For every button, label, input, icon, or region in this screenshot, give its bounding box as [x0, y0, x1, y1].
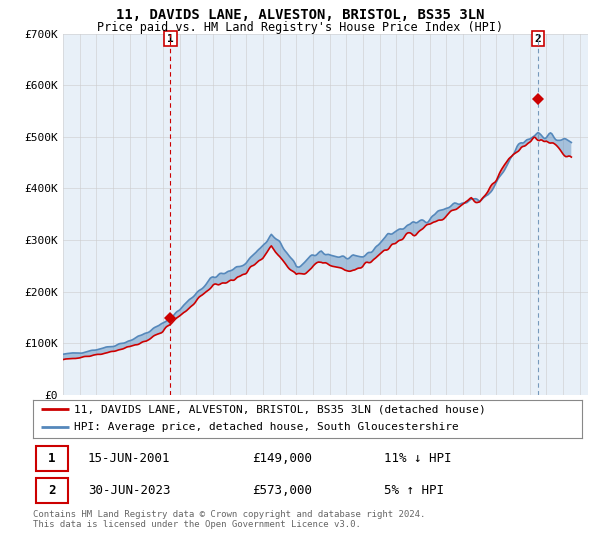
Text: 11, DAVIDS LANE, ALVESTON, BRISTOL, BS35 3LN (detached house): 11, DAVIDS LANE, ALVESTON, BRISTOL, BS35… — [74, 404, 486, 414]
Text: 2: 2 — [48, 484, 55, 497]
Text: Price paid vs. HM Land Registry's House Price Index (HPI): Price paid vs. HM Land Registry's House … — [97, 21, 503, 34]
Text: 1: 1 — [167, 34, 174, 44]
FancyBboxPatch shape — [36, 478, 68, 503]
Text: 5% ↑ HPI: 5% ↑ HPI — [385, 484, 445, 497]
FancyBboxPatch shape — [36, 446, 68, 471]
Text: £573,000: £573,000 — [253, 484, 313, 497]
Text: 30-JUN-2023: 30-JUN-2023 — [88, 484, 170, 497]
Text: 15-JUN-2001: 15-JUN-2001 — [88, 452, 170, 465]
Text: £149,000: £149,000 — [253, 452, 313, 465]
Text: 1: 1 — [48, 452, 55, 465]
Text: 11% ↓ HPI: 11% ↓ HPI — [385, 452, 452, 465]
Text: Contains HM Land Registry data © Crown copyright and database right 2024.
This d: Contains HM Land Registry data © Crown c… — [33, 510, 425, 529]
Text: 2: 2 — [535, 34, 541, 44]
Text: HPI: Average price, detached house, South Gloucestershire: HPI: Average price, detached house, Sout… — [74, 422, 459, 432]
Text: 11, DAVIDS LANE, ALVESTON, BRISTOL, BS35 3LN: 11, DAVIDS LANE, ALVESTON, BRISTOL, BS35… — [116, 8, 484, 22]
